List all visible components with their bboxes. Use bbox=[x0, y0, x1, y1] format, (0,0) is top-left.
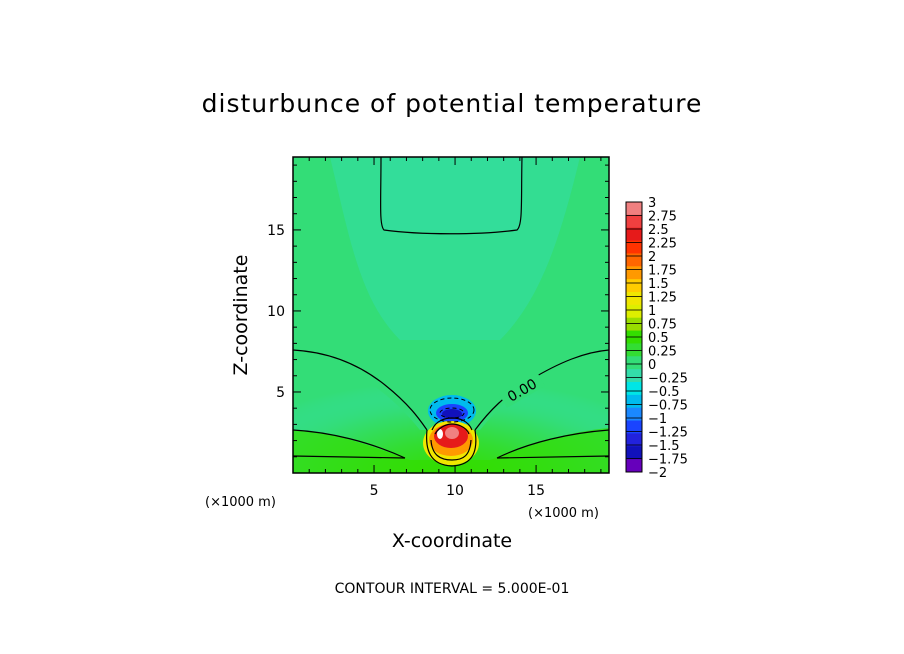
contour-cold-dashed-inner bbox=[439, 407, 465, 419]
heatmap-field: 0.00 bbox=[293, 157, 609, 473]
near-ground-band bbox=[293, 428, 609, 473]
colorbar-label: −0.75 bbox=[648, 399, 688, 414]
tick-marks bbox=[293, 157, 609, 473]
y-tick-label: 5 bbox=[276, 385, 285, 401]
colorbar-label: −0.5 bbox=[648, 385, 680, 400]
colorbar-label: 1.75 bbox=[648, 264, 677, 279]
colorbar-label: 0.25 bbox=[648, 345, 677, 360]
central-cool-region bbox=[330, 157, 580, 340]
x-tick-label: 15 bbox=[527, 483, 545, 499]
white-highlight bbox=[437, 429, 443, 439]
contour-upper-column bbox=[380, 157, 523, 235]
colorbar-swatch bbox=[626, 292, 642, 306]
colorbar-swatch bbox=[626, 433, 642, 447]
x-tick-label: 10 bbox=[446, 483, 464, 499]
contour-blob-4 bbox=[434, 423, 470, 435]
y-tick-label: 10 bbox=[267, 304, 285, 320]
y-axis-label: Z-coordinate bbox=[230, 255, 252, 376]
colorbar-swatch bbox=[626, 369, 642, 383]
colorbar-label: 2 bbox=[648, 250, 656, 265]
colorbar-swatch bbox=[626, 240, 642, 254]
z-unit-label: (×1000 m) bbox=[205, 495, 276, 510]
colorbar-label: −1 bbox=[648, 412, 667, 427]
contour-ground-right bbox=[496, 455, 609, 459]
contour-blob-1 bbox=[425, 429, 477, 467]
colorbar-swatch bbox=[626, 266, 642, 280]
contour-low-left bbox=[293, 429, 406, 459]
colorbar-swatch bbox=[626, 304, 642, 319]
colorbar-label: −1.75 bbox=[648, 453, 688, 468]
colorbar-label: 2.5 bbox=[648, 223, 669, 238]
colorbar-swatch bbox=[626, 202, 642, 216]
colorbar-label: 0.75 bbox=[648, 318, 677, 333]
cold-anomaly-core bbox=[442, 409, 462, 419]
contour-ground-left bbox=[293, 455, 406, 459]
colorbar-label: 0.5 bbox=[648, 331, 669, 346]
colorbar-label: 2.25 bbox=[648, 237, 677, 252]
x-tick-label: 5 bbox=[370, 483, 379, 499]
colorbar-swatch bbox=[626, 214, 642, 229]
colorbar-swatch bbox=[626, 382, 642, 396]
x-unit-label: (×1000 m) bbox=[528, 506, 599, 521]
colorbar-label: 0 bbox=[648, 358, 656, 373]
colorbar-label: −1.25 bbox=[648, 426, 688, 441]
colorbar-swatch bbox=[626, 459, 642, 473]
colorbar-label: 1 bbox=[648, 304, 656, 319]
colorbar-label: −0.25 bbox=[648, 372, 688, 387]
colorbar-label: 1.5 bbox=[648, 277, 669, 292]
colorbar-swatch bbox=[626, 356, 642, 370]
colorbar-label: 1.25 bbox=[648, 291, 677, 306]
colorbar-label: −1.5 bbox=[648, 439, 680, 454]
lower-warm-region bbox=[293, 350, 609, 473]
colorbar: 32.752.52.2521.751.51.2510.750.50.250−0.… bbox=[625, 196, 688, 481]
y-tick-label: 15 bbox=[267, 223, 285, 239]
colorbar-label: −2 bbox=[648, 466, 667, 481]
contour-interval-text: CONTOUR INTERVAL = 5.000E-01 bbox=[335, 581, 570, 597]
colorbar-label: 2.75 bbox=[648, 210, 677, 225]
colorbar-label: 3 bbox=[648, 196, 656, 211]
chart-title: disturbunce of potential temperature bbox=[202, 89, 703, 118]
contour-blob-2 bbox=[430, 439, 472, 461]
warm-anomaly-core bbox=[445, 427, 459, 439]
y-tick-labels: 5 10 15 bbox=[267, 223, 285, 401]
plot-frame bbox=[292, 156, 610, 474]
contour-blob-3 bbox=[431, 417, 473, 431]
colorbar-swatch bbox=[626, 227, 642, 242]
colorbar-swatch bbox=[626, 420, 642, 434]
colorbar-swatch bbox=[626, 407, 642, 422]
x-tick-labels: 5 10 15 bbox=[370, 483, 545, 499]
contour-zero-left bbox=[293, 349, 428, 431]
colorbar-swatch bbox=[626, 253, 642, 267]
contour-low-right bbox=[496, 429, 609, 459]
colorbar-swatch bbox=[626, 446, 642, 460]
contour-cold-dashed-outer bbox=[429, 397, 475, 423]
colorbar-swatch bbox=[626, 317, 642, 332]
colorbar-swatch bbox=[626, 394, 642, 409]
colorbar-swatch bbox=[626, 279, 642, 293]
x-axis-label: X-coordinate bbox=[392, 530, 512, 552]
